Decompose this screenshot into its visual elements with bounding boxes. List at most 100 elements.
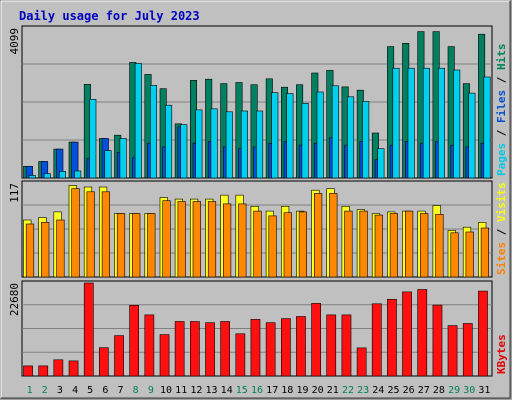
bar-kbytes-6	[99, 347, 109, 377]
x-tick-label: 6	[102, 385, 108, 396]
x-tick-label: 26	[403, 385, 415, 396]
x-tick-label: 2	[42, 385, 48, 396]
ymax-label-kbytes: 22680	[8, 283, 21, 316]
bar-pages-28	[437, 67, 445, 179]
legend-separator: /	[495, 123, 508, 143]
bar-kbytes-30	[462, 323, 473, 377]
bar-sites-27	[420, 213, 429, 278]
bar-pages-21	[331, 85, 339, 179]
bar-sites-11	[177, 201, 186, 278]
x-tick-label: 30	[463, 385, 475, 396]
bar-sites-30	[465, 231, 474, 278]
bar-kbytes-19	[296, 316, 306, 377]
x-tick-label: 3	[57, 385, 63, 396]
legend-entry-pages: Pages	[495, 143, 508, 176]
x-tick-label: 24	[372, 385, 384, 396]
legend-visits: Sites / Visits	[495, 182, 508, 275]
panel-kbytes: 22680 KBytes	[8, 280, 508, 377]
x-tick-label: 5	[87, 385, 93, 396]
bar-sites-8	[132, 213, 141, 278]
legend-entry-visits: Visits	[495, 182, 508, 222]
bar-pages-10	[165, 104, 173, 179]
bar-sites-9	[147, 213, 156, 278]
x-tick-label: 22	[342, 385, 354, 396]
x-tick-label: 21	[327, 385, 339, 396]
legend-entry-hits: Hits	[495, 44, 508, 71]
bar-sites-31	[480, 227, 490, 278]
bar-pages-6	[104, 150, 112, 179]
ymax-label-hits: 4099	[8, 28, 21, 55]
x-axis-labels: 1 2 3 4 5 6 7 8 9 10 11 12 13 14 15 16 17 18 19 20 21 22 23 24 2…	[27, 385, 491, 396]
bar-sites-22	[344, 210, 353, 278]
bar-pages-13	[210, 108, 218, 179]
x-tick-label: 23	[357, 385, 369, 396]
bar-kbytes-18	[280, 318, 291, 377]
bar-sites-28	[435, 214, 444, 278]
bar-sites-14	[223, 203, 232, 278]
bar-kbytes-4	[68, 360, 79, 377]
x-tick-label: 13	[205, 385, 217, 396]
x-tick-label: 14	[221, 385, 233, 396]
bar-kbytes-25	[387, 298, 397, 377]
bar-kbytes-15	[235, 333, 246, 377]
bar-sites-19	[298, 211, 308, 278]
panel-hits: 4099 Pages / Files / Hits	[8, 25, 508, 179]
bar-kbytes-27	[417, 289, 428, 377]
bar-sites-2	[41, 222, 50, 278]
bar-sites-10	[162, 200, 171, 278]
bar-sites-24	[374, 214, 383, 278]
bar-pages-2	[43, 173, 51, 179]
x-tick-label: 31	[478, 385, 490, 396]
bar-kbytes-31	[478, 290, 488, 377]
x-tick-label: 27	[418, 385, 430, 396]
legend-separator: /	[495, 70, 508, 90]
bar-sites-1	[25, 223, 35, 278]
bar-sites-25	[389, 213, 399, 278]
bar-kbytes-7	[114, 335, 124, 377]
ymax-label-visits: 117	[8, 183, 21, 203]
bar-sites-7	[116, 213, 126, 278]
bar-pages-1	[28, 175, 36, 179]
bar-pages-17	[271, 92, 279, 179]
bar-sites-15	[238, 203, 247, 278]
panels-group: 4099 Pages / Files / Hits 117 Sites / Visit…	[8, 25, 508, 377]
bar-kbytes-8	[129, 304, 140, 377]
bar-kbytes-17	[265, 322, 276, 377]
bar-pages-27	[422, 67, 430, 179]
x-tick-label: 28	[433, 385, 445, 396]
bar-sites-21	[329, 193, 338, 278]
x-tick-label: 4	[72, 385, 78, 396]
bar-kbytes-28	[432, 304, 443, 377]
bar-pages-9	[150, 85, 158, 179]
x-tick-label: 9	[148, 385, 154, 396]
bar-pages-25	[392, 67, 400, 179]
bar-sites-5	[86, 191, 95, 278]
bar-pages-5	[89, 99, 97, 179]
bar-kbytes-24	[371, 303, 382, 377]
bar-pages-22	[347, 96, 355, 179]
x-tick-label: 18	[281, 385, 293, 396]
x-tick-label: 1	[27, 385, 33, 396]
bar-kbytes-26	[402, 291, 412, 377]
bar-sites-4	[71, 188, 80, 278]
bar-pages-3	[58, 171, 66, 179]
bar-pages-31	[483, 76, 491, 179]
bar-kbytes-29	[447, 325, 458, 377]
bar-sites-29	[450, 232, 459, 278]
bar-pages-30	[468, 92, 476, 179]
bar-sites-3	[56, 219, 65, 278]
x-tick-label: 12	[190, 385, 202, 396]
bar-pages-26	[407, 67, 415, 179]
bar-pages-29	[453, 69, 461, 179]
bar-pages-20	[316, 91, 324, 179]
bar-kbytes-22	[341, 314, 352, 377]
x-tick-label: 15	[236, 385, 248, 396]
legend-separator: /	[495, 222, 508, 242]
bar-pages-14	[225, 111, 233, 179]
legend-kbytes: KBytes	[495, 334, 508, 374]
bar-sites-18	[283, 212, 292, 278]
bar-sites-23	[359, 210, 368, 278]
bar-pages-16	[256, 110, 264, 179]
bar-kbytes-20	[311, 303, 322, 377]
